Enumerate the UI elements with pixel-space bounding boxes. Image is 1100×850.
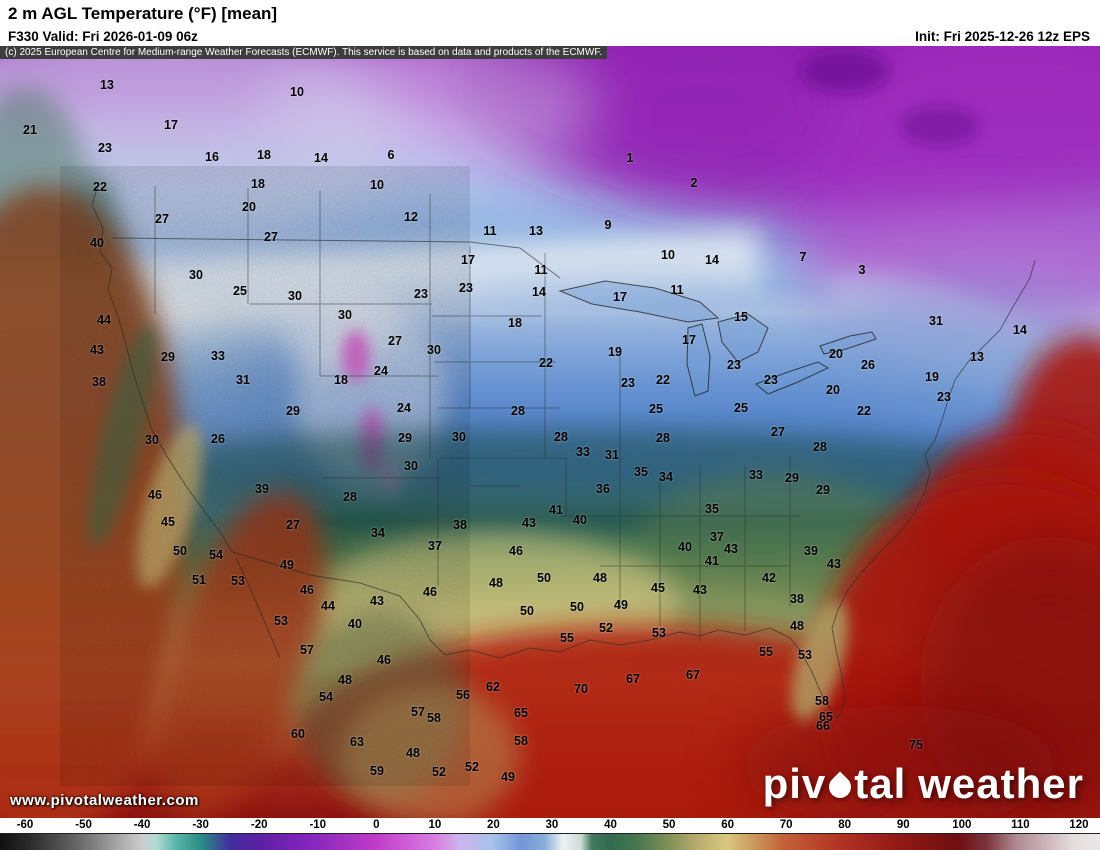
- colorbar-tick: 120: [1069, 819, 1089, 831]
- subheader-bar: F330 Valid: Fri 2026-01-09 06z Init: Fri…: [0, 27, 1100, 46]
- page-title: 2 m AGL Temperature (°F) [mean]: [8, 3, 278, 23]
- colorbar-tick: -20: [250, 819, 268, 831]
- colorbar-tick: 0: [373, 819, 380, 831]
- colorbar-tick: -60: [16, 819, 34, 831]
- copyright-notice: (c) 2025 European Centre for Medium-rang…: [0, 46, 608, 59]
- colorbar-tick: 30: [545, 819, 559, 831]
- great-lakes: [558, 280, 877, 397]
- colorbar-tick: 70: [779, 819, 793, 831]
- init-time-label: Init: Fri 2025-12-26 12z EPS: [915, 29, 1090, 44]
- colorbar-tick: 110: [1011, 819, 1030, 831]
- colorbar-tick: 50: [662, 819, 676, 831]
- logo-text-post: weather: [918, 760, 1084, 807]
- terrain-texture: [60, 166, 470, 786]
- water-drop-icon: [824, 771, 856, 803]
- colorbar-tick: 10: [428, 819, 442, 831]
- logo-text-mid: tal: [854, 760, 907, 807]
- colorbar-ticks: -60 -50 -40 -30 -20 -10 0 10 20 30 40 50 60 70 80 90 100…: [0, 818, 1100, 833]
- colorbar-tick: -30: [192, 819, 209, 831]
- pivotal-weather-logo: piv tal weather: [763, 760, 1084, 808]
- colorbar-tick: -40: [133, 819, 151, 831]
- colorbar-tick: -50: [75, 819, 92, 831]
- colorbar-tick: 20: [486, 819, 500, 831]
- valid-time-label: F330 Valid: Fri 2026-01-09 06z: [8, 29, 198, 44]
- colorbar-tick: -10: [309, 819, 327, 831]
- colorbar-tick: 100: [952, 819, 972, 831]
- temperature-field: [0, 46, 1100, 818]
- header-bar: 2 m AGL Temperature (°F) [mean]: [0, 0, 1100, 27]
- colorbar-tick: 60: [721, 819, 734, 831]
- logo-text-pre: piv: [762, 760, 827, 807]
- temperature-map: [0, 46, 1100, 818]
- colorbar-strip: [0, 833, 1100, 850]
- colorbar: -60 -50 -40 -30 -20 -10 0 10 20 30 40 50 60 70 80 90 100…: [0, 818, 1100, 850]
- colorbar-tick: 40: [604, 819, 617, 831]
- colorbar-tick: 90: [896, 819, 910, 831]
- colorbar-tick: 80: [838, 819, 852, 831]
- watermark-url: www.pivotalweather.com: [10, 792, 199, 809]
